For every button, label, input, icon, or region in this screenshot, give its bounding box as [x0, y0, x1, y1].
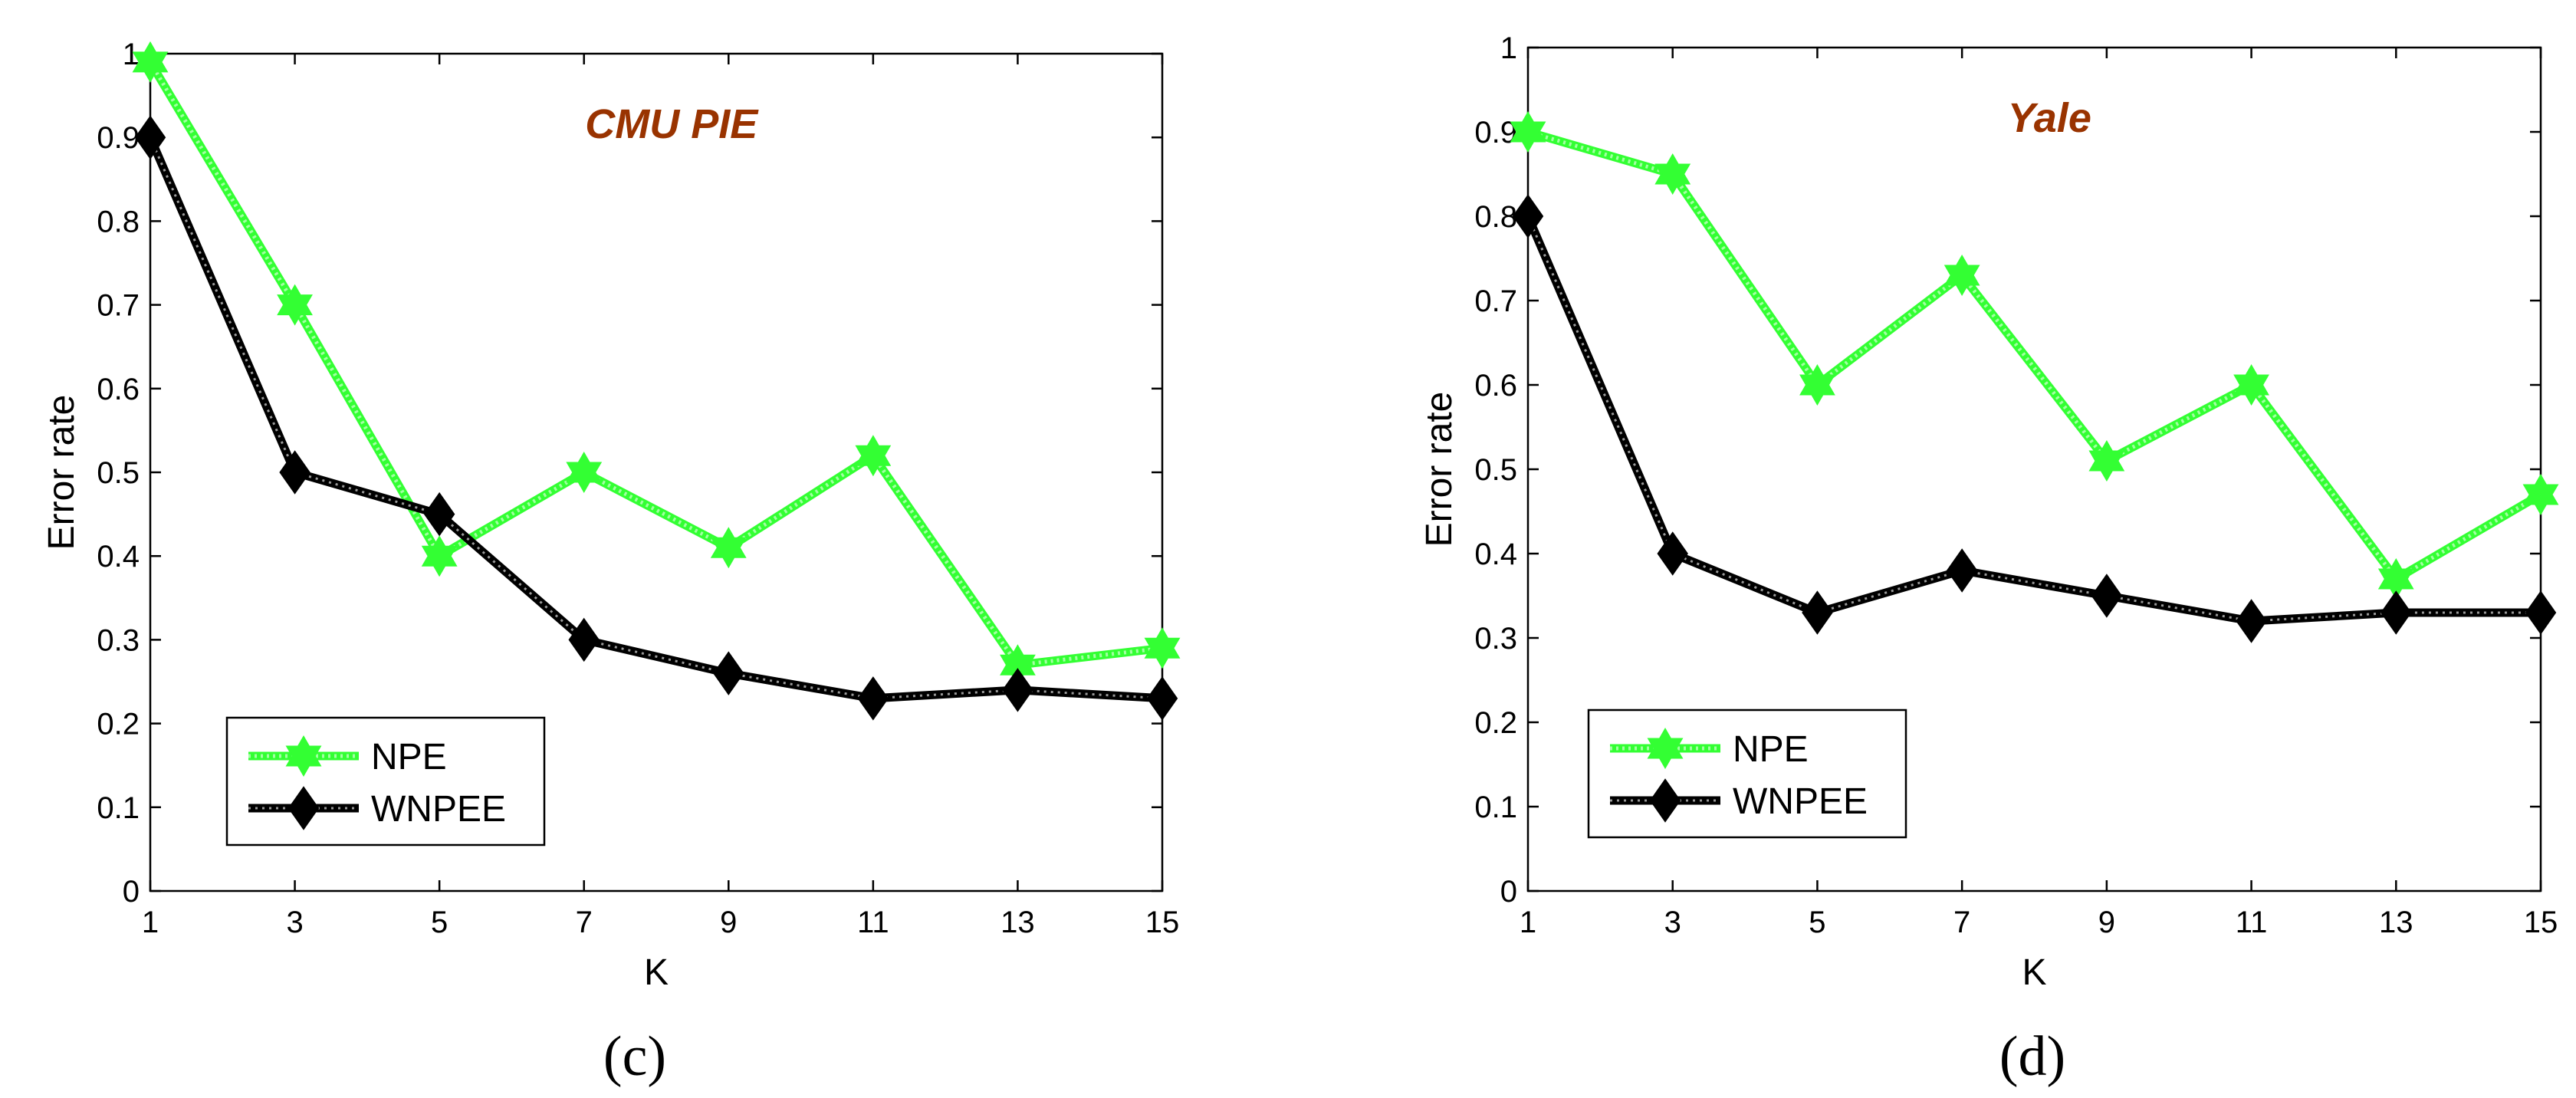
legend-marker [1647, 727, 1684, 770]
x-axis-label: K [2022, 952, 2046, 993]
chart-title: Yale [2008, 95, 2091, 141]
x-tick-label: 15 [2524, 906, 2558, 939]
data-point [1799, 363, 1835, 406]
y-tick-label: 0.1 [1474, 791, 1517, 824]
chart-cmu-pie: 00.10.20.30.40.50.60.70.80.911 3 5 7 9 11 13 15… [41, 38, 1181, 1088]
x-tick-label: 5 [431, 906, 448, 939]
data-point [1510, 110, 1546, 153]
x-tick-label: 7 [1953, 906, 1970, 939]
x-tick-label: 3 [1664, 906, 1681, 939]
y-tick-label: 0 [1500, 875, 1517, 909]
panel-label: (c) [603, 1025, 666, 1088]
data-point [423, 491, 455, 537]
legend: NPE WNPEE [1587, 708, 1907, 839]
x-tick-label: 1 [1520, 906, 1536, 939]
data-point [1146, 676, 1178, 721]
y-tick-label: 0.2 [1474, 706, 1517, 740]
x-axis-label: K [644, 952, 669, 993]
data-point [2091, 574, 2123, 618]
y-tick-label: 0.2 [97, 708, 140, 741]
legend-marker [288, 786, 320, 830]
data-point [1512, 194, 1544, 238]
y-tick-label: 0 [123, 875, 140, 909]
y-tick-label: 0.7 [1474, 284, 1517, 318]
x-tick-label: 11 [2236, 906, 2268, 939]
data-point [710, 527, 747, 569]
y-tick-label: 1 [123, 38, 140, 71]
x-tick-label: 5 [1809, 906, 1825, 939]
x-tick-label: 1 [142, 906, 159, 939]
y-tick-label: 0.3 [97, 623, 140, 657]
data-point [2236, 599, 2267, 643]
data-point [132, 41, 169, 83]
series-npe [132, 41, 1181, 686]
data-point [566, 451, 603, 494]
data-point [2380, 590, 2412, 635]
data-point [713, 651, 744, 695]
data-point [1654, 153, 1691, 196]
x-tick-label: 7 [576, 906, 593, 939]
legend-marker [285, 735, 322, 777]
y-tick-label: 0.9 [1474, 116, 1517, 150]
y-tick-label: 0.9 [97, 121, 140, 155]
y-tick-label: 0.5 [97, 456, 140, 490]
y-tick-label: 0.6 [1474, 369, 1517, 403]
data-point [134, 115, 166, 159]
y-axis-label: Error rate [1419, 392, 1460, 547]
y-axis-label: Error rate [41, 395, 82, 551]
y-tick-label: 0.1 [97, 791, 140, 825]
series-line [146, 60, 1163, 669]
panel-label: (d) [1999, 1025, 2065, 1088]
legend-label: WNPEE [371, 789, 506, 830]
series-line-dots [1526, 215, 2541, 623]
data-point [2233, 363, 2269, 406]
x-tick-label: 13 [2379, 906, 2413, 939]
y-tick-label: 0.3 [1474, 622, 1517, 656]
data-point [1944, 255, 1980, 296]
y-tick-label: 0.4 [97, 540, 140, 574]
data-point [421, 535, 458, 577]
data-point [1144, 627, 1181, 669]
series-wnpee [134, 115, 1178, 721]
data-point [1946, 548, 1978, 593]
legend-label: NPE [1733, 729, 1809, 770]
legend: NPE WNPEE [225, 716, 546, 847]
data-point [855, 435, 892, 477]
data-point [2088, 440, 2125, 482]
y-tick-label: 0.6 [97, 373, 140, 406]
y-tick-label: 0.7 [97, 289, 140, 323]
x-tick-label: 9 [2098, 906, 2115, 939]
x-tick-label: 11 [857, 906, 889, 939]
data-point [568, 617, 600, 662]
data-point [1657, 531, 1688, 576]
legend-label: NPE [371, 737, 447, 777]
data-point [1802, 590, 1833, 635]
y-tick-label: 0.8 [97, 205, 140, 238]
series-line-dots [149, 136, 1163, 700]
data-point [279, 450, 310, 495]
legend-label: WNPEE [1733, 781, 1868, 822]
series-wnpee [1512, 194, 2557, 643]
y-tick-label: 0.5 [1474, 453, 1517, 487]
legend-marker [1649, 778, 1681, 823]
x-tick-label: 3 [286, 906, 303, 939]
chart-yale: 00.10.20.30.40.50.60.70.80.911 3 5 7 9 11 13 15… [1419, 31, 2559, 1088]
y-tick-label: 1 [1500, 31, 1517, 65]
data-point [2522, 473, 2559, 516]
data-point [1002, 668, 1033, 712]
x-tick-label: 15 [1145, 906, 1180, 939]
legend-box [225, 716, 546, 847]
y-tick-label: 0.8 [1474, 200, 1517, 234]
data-point [857, 676, 889, 721]
y-tick-label: 0.4 [1474, 537, 1517, 571]
legend-box [1587, 708, 1907, 839]
series-npe [1510, 110, 2559, 600]
data-point [277, 284, 313, 326]
chart-title: CMU PIE [585, 101, 759, 147]
series-line-dots [1527, 130, 2542, 582]
data-point [2525, 590, 2557, 635]
x-tick-label: 13 [1001, 906, 1035, 939]
x-tick-label: 9 [720, 906, 737, 939]
